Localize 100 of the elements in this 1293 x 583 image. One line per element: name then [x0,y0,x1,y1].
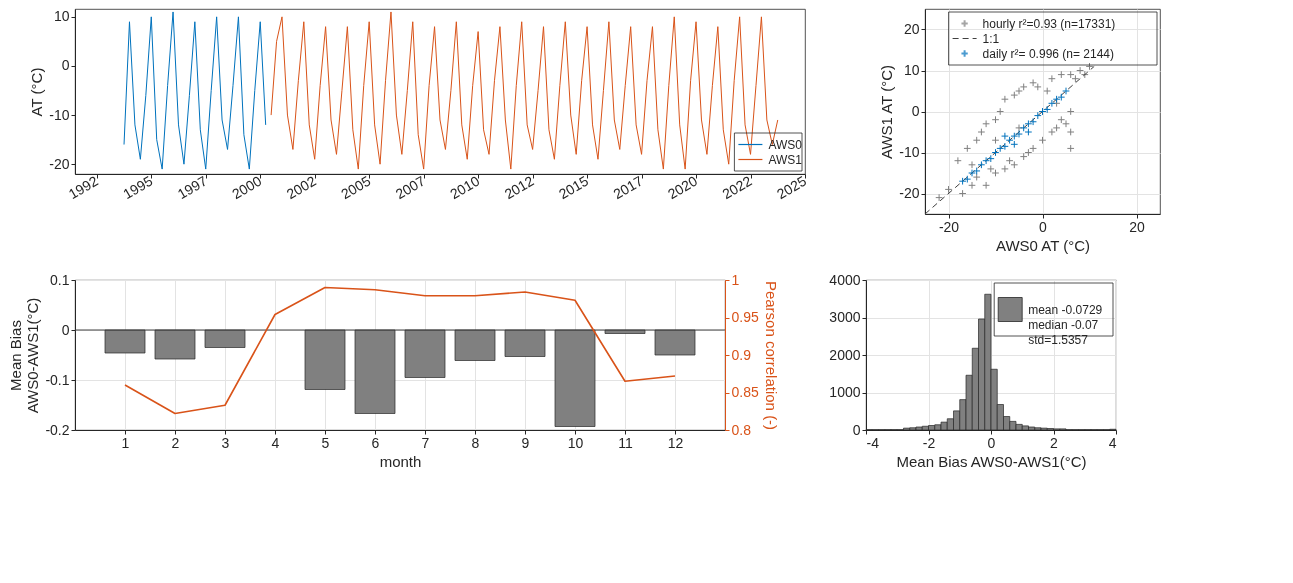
y-axis-title: AWS1 AT (°C) [878,64,896,160]
point [1066,128,1075,136]
x-tick-label: 1992 [65,172,101,203]
y-tick-label: -20 [49,155,70,172]
legend-label: mean -0.0729 median -0.07 std=1.5357 [1028,302,1103,347]
x-axis-title: month [379,452,422,470]
x-tick-label: 1995 [120,172,156,203]
point [1015,124,1023,132]
x-tick-label: 11 [618,434,633,451]
point [963,175,972,183]
x-tick-label: 1 [121,434,130,451]
point [1024,148,1033,157]
legend-label: hourly r²=0.93 (n=17331) [982,16,1116,31]
x-tick-label: 2022 [719,172,755,203]
point [972,167,981,175]
y-tick-label: 0 [852,421,861,438]
x-tick-label: 5 [321,434,330,451]
x-tick-label: 2000 [229,172,265,203]
x-tick-label: 4 [271,434,280,451]
x-tick-label: 2015 [556,172,592,203]
point [1015,130,1023,138]
line-series [123,11,267,170]
x-tick-label: 7 [421,434,430,451]
point [996,144,1005,153]
point [944,185,953,194]
y-tick-label: 0 [61,57,70,74]
x-tick-label: -20 [938,218,960,235]
x-axis-title: Mean Bias AWS0-AWS1(°C) [896,452,1087,470]
legend-label: daily r²= 0.996 (n= 2144) [982,46,1115,61]
y-axis-title: AT (°C) [28,67,46,117]
point [1010,91,1019,99]
point [1001,95,1009,104]
y-tick-label: 10 [903,62,920,78]
x-tick-label: 2025 [774,172,810,203]
x-tick-label: 2010 [447,172,483,203]
x-tick-label: 2 [1050,434,1059,451]
y-tick-label: -10 [899,144,920,160]
point [1033,111,1042,120]
x-tick-label: 20 [1129,218,1145,235]
point [1066,144,1075,153]
x-tick-label: 2020 [665,172,701,203]
x-tick-label: 10 [567,434,584,451]
point [1001,165,1009,173]
point [982,119,990,128]
y2-tick-label: 0.85 [731,384,759,400]
point [1019,83,1028,91]
point [991,115,1000,124]
point [963,144,972,153]
point [954,156,962,165]
y-tick-label: -0.2 [45,421,70,438]
y2-axis-title: Pearson correlation (-) [762,280,780,431]
x-tick-label: 12 [667,434,684,451]
y-tick-label: 10 [53,8,70,25]
y-tick-label: -0.1 [45,371,70,388]
point [968,160,976,169]
y-tick-label: 0 [911,103,920,119]
point [1029,117,1037,126]
x-tick-label: -2 [922,434,936,451]
x-tick-label: 0 [1039,218,1048,235]
line-series [124,286,676,415]
point [1052,124,1061,132]
point [996,107,1005,116]
point [1062,87,1070,95]
x-tick-label: 2012 [501,172,537,203]
point [958,177,967,186]
y2-tick-label: 1 [731,271,740,288]
point [972,173,981,181]
x-tick-label: 9 [521,434,530,451]
point [1024,119,1033,128]
x-tick-label: -4 [866,434,880,451]
x-tick-label: 4 [1108,434,1117,451]
point [991,136,1000,145]
x-axis-title: AWS0 AT (°C) [995,236,1091,254]
x-tick-label: 8 [471,434,480,451]
point [982,181,990,190]
y2-tick-label: 0.8 [731,421,752,438]
point [1066,107,1075,116]
point [968,169,976,177]
x-tick-label: 1997 [174,172,210,203]
point [1038,136,1047,145]
point [1010,132,1019,140]
point [958,189,967,198]
x-tick-label: 2007 [392,172,428,203]
y-tick-label: 4000 [829,271,861,288]
point [1001,142,1009,151]
y-tick-label: 2000 [829,346,861,363]
x-tick-label: 2017 [610,172,646,203]
x-tick-label: 2 [171,434,180,451]
y-tick-label: 3000 [829,309,861,325]
point [1048,74,1056,83]
point [1057,70,1066,79]
y-tick-label: 0 [61,321,70,338]
legend-label: AWS0 [768,137,803,152]
point [1043,105,1052,114]
point [986,154,995,163]
point [1019,152,1028,161]
point [1048,128,1056,136]
point [972,136,981,145]
point [1052,95,1061,104]
point [977,160,986,169]
